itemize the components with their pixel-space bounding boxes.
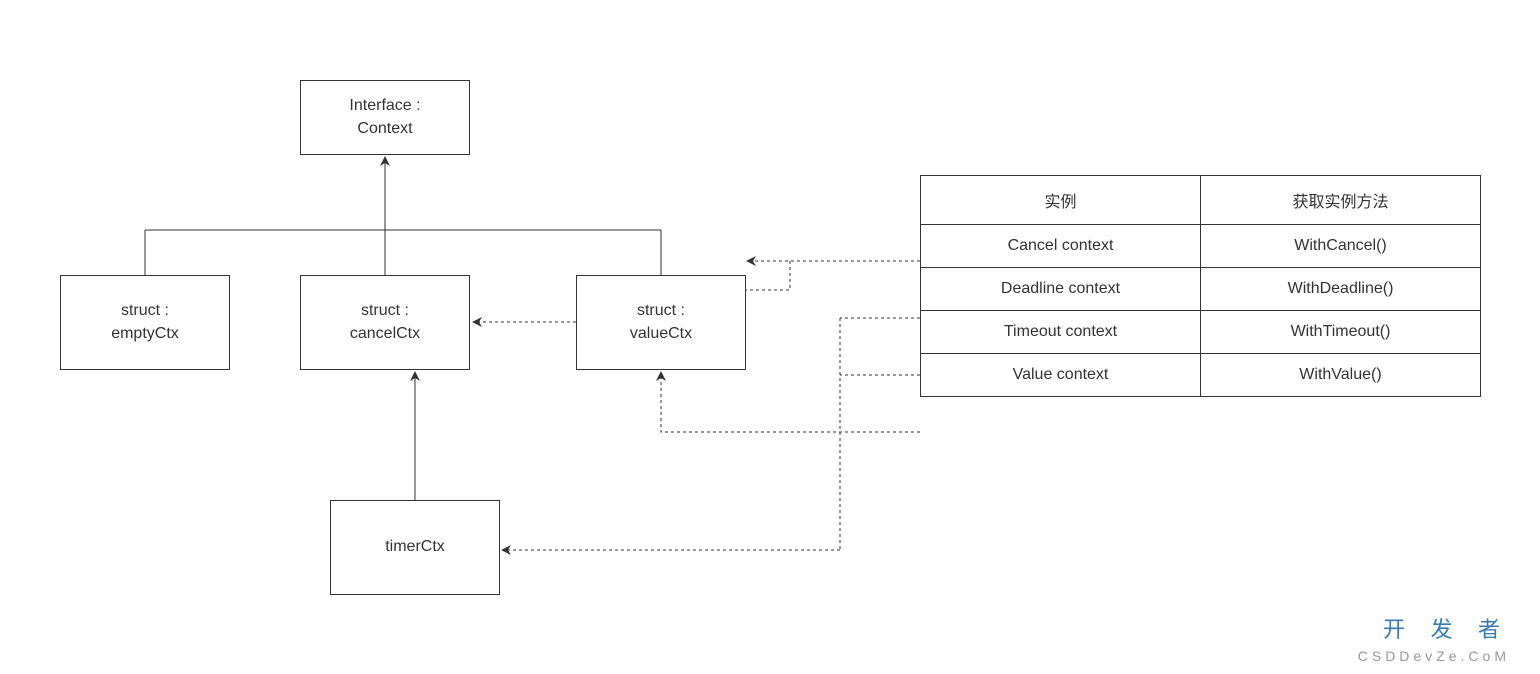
table-cell: Cancel context [921, 225, 1201, 268]
node-emptyctx: struct : emptyCtx [60, 275, 230, 370]
table-row: Deadline context WithDeadline() [921, 268, 1481, 311]
node-label: cancelCtx [350, 323, 420, 345]
node-label: struct : [361, 300, 409, 322]
node-label: emptyCtx [111, 323, 179, 345]
table-cell: Value context [921, 354, 1201, 397]
node-label: Context [357, 118, 412, 140]
node-interface: Interface : Context [300, 80, 470, 155]
node-label: valueCtx [630, 323, 692, 345]
table-cell: WithDeadline() [1201, 268, 1481, 311]
table-cell: Timeout context [921, 311, 1201, 354]
node-timerctx: timerCtx [330, 500, 500, 595]
table-cell: WithValue() [1201, 354, 1481, 397]
node-label: struct : [637, 300, 685, 322]
table-row: Timeout context WithTimeout() [921, 311, 1481, 354]
node-label: Interface : [349, 95, 420, 117]
table-cell: Deadline context [921, 268, 1201, 311]
instance-table: 实例 获取实例方法 Cancel context WithCancel() De… [920, 175, 1481, 397]
table-header-cell: 实例 [921, 176, 1201, 225]
table-cell: WithCancel() [1201, 225, 1481, 268]
node-label: timerCtx [385, 536, 445, 558]
node-cancelctx: struct : cancelCtx [300, 275, 470, 370]
table-row: 实例 获取实例方法 [921, 176, 1481, 225]
table-cell: WithTimeout() [1201, 311, 1481, 354]
watermark-en: CSDDevZe.CoM [1358, 648, 1510, 664]
table-row: Value context WithValue() [921, 354, 1481, 397]
table-header-cell: 获取实例方法 [1201, 176, 1481, 225]
node-label: struct : [121, 300, 169, 322]
node-valuectx: struct : valueCtx [576, 275, 746, 370]
table-row: Cancel context WithCancel() [921, 225, 1481, 268]
watermark-cn: 开 发 者 [1383, 612, 1510, 644]
